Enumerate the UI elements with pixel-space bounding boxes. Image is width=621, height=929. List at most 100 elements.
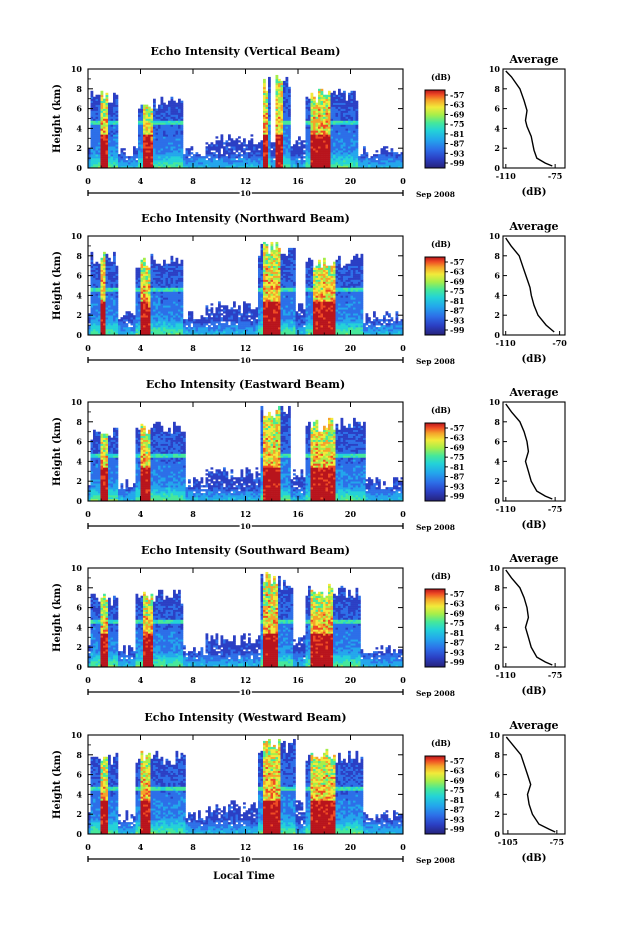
heatmap-cell bbox=[268, 91, 271, 93]
heatmap-cell bbox=[336, 146, 339, 148]
heatmap-cell bbox=[271, 317, 274, 319]
heatmap-cell bbox=[276, 136, 279, 138]
heatmap-cell bbox=[336, 117, 339, 119]
heatmap-cell bbox=[103, 150, 106, 152]
heatmap-cell bbox=[276, 321, 279, 323]
heatmap-cell bbox=[336, 160, 339, 162]
heatmap-cell bbox=[236, 138, 239, 140]
heatmap-cell bbox=[146, 115, 149, 117]
heatmap-cell bbox=[248, 329, 251, 331]
heatmap-cell bbox=[138, 119, 141, 121]
heatmap-cell bbox=[173, 268, 176, 270]
heatmap-cell bbox=[116, 301, 119, 303]
heatmap-cell bbox=[171, 313, 174, 315]
heatmap-cell bbox=[318, 117, 321, 119]
heatmap-cell bbox=[168, 289, 171, 291]
heatmap-cell bbox=[183, 160, 186, 162]
heatmap-cell bbox=[173, 323, 176, 325]
heatmap-cell bbox=[173, 319, 176, 321]
heatmap-cell bbox=[98, 272, 101, 274]
heatmap-cell bbox=[118, 164, 121, 166]
heatmap-cell bbox=[146, 305, 149, 307]
heatmap-cell bbox=[276, 295, 279, 297]
heatmap-cell bbox=[311, 152, 314, 154]
heatmap-cell bbox=[341, 160, 344, 162]
heatmap-cell bbox=[146, 130, 149, 132]
heatmap-cell bbox=[236, 317, 239, 319]
heatmap-cell bbox=[153, 289, 156, 291]
heatmap-cell bbox=[353, 93, 356, 95]
heatmap-cell bbox=[336, 128, 339, 130]
heatmap-cell bbox=[326, 158, 329, 160]
heatmap-cell bbox=[281, 162, 284, 164]
heatmap-cell bbox=[143, 128, 146, 130]
heatmap-cell bbox=[111, 329, 114, 331]
heatmap-cell bbox=[281, 276, 284, 278]
heatmap-cell bbox=[258, 276, 261, 278]
heatmap-cell bbox=[311, 119, 314, 121]
heatmap-cell bbox=[113, 262, 116, 264]
heatmap-cell bbox=[268, 311, 271, 313]
heatmap-cell bbox=[168, 264, 171, 266]
heatmap-cell bbox=[261, 158, 264, 160]
heatmap-cell bbox=[251, 156, 254, 158]
heatmap-cell bbox=[398, 160, 401, 162]
heatmap-cell bbox=[156, 272, 159, 274]
heatmap-cell bbox=[121, 162, 124, 164]
heatmap-cell bbox=[186, 319, 189, 321]
date-label: Sep 2008 bbox=[416, 190, 455, 199]
heatmap-cell bbox=[113, 113, 116, 115]
heatmap-cell bbox=[96, 148, 99, 150]
heatmap-cell bbox=[156, 115, 159, 117]
heatmap-cell bbox=[173, 136, 176, 138]
heatmap-cell bbox=[103, 156, 106, 158]
heatmap-cell bbox=[101, 105, 104, 107]
heatmap-cell bbox=[286, 95, 289, 97]
heatmap-cell bbox=[341, 107, 344, 109]
heatmap-cell bbox=[341, 158, 344, 160]
heatmap-cell bbox=[106, 303, 109, 305]
heatmap-cell bbox=[168, 126, 171, 128]
heatmap-cell bbox=[138, 284, 141, 286]
heatmap-cell bbox=[111, 284, 114, 286]
heatmap-cell bbox=[326, 107, 329, 109]
heatmap-cell bbox=[248, 152, 251, 154]
heatmap-cell bbox=[171, 305, 174, 307]
heatmap-cell bbox=[138, 146, 141, 148]
heatmap-cell bbox=[251, 142, 254, 144]
heatmap-cell bbox=[313, 154, 316, 156]
heatmap-cell bbox=[113, 276, 116, 278]
heatmap-cell bbox=[273, 256, 276, 258]
heatmap-cell bbox=[271, 309, 274, 311]
heatmap-cell bbox=[108, 162, 111, 164]
heatmap-cell bbox=[261, 140, 264, 142]
heatmap-cell bbox=[258, 299, 261, 301]
heatmap-cell bbox=[111, 117, 114, 119]
heatmap-cell bbox=[271, 142, 274, 144]
heatmap-cell bbox=[311, 120, 314, 122]
heatmap-cell bbox=[171, 105, 174, 107]
heatmap-cell bbox=[123, 323, 126, 325]
heatmap-cell bbox=[163, 287, 166, 289]
heatmap-cell bbox=[143, 325, 146, 327]
heatmap-cell bbox=[321, 160, 324, 162]
heatmap-cell bbox=[258, 256, 261, 258]
heatmap-cell bbox=[231, 329, 234, 331]
heatmap-cell bbox=[336, 138, 339, 140]
heatmap-cell bbox=[103, 313, 106, 315]
heatmap-cell bbox=[286, 148, 289, 150]
heatmap-cell bbox=[138, 128, 141, 130]
heatmap-cell bbox=[131, 164, 134, 166]
heatmap-cell bbox=[143, 150, 146, 152]
heatmap-cell bbox=[176, 289, 179, 291]
heatmap-cell bbox=[141, 160, 144, 162]
heatmap-cell bbox=[343, 124, 346, 126]
heatmap-cell bbox=[356, 126, 359, 128]
heatmap-cell bbox=[108, 138, 111, 140]
heatmap-cell bbox=[348, 93, 351, 95]
heatmap-cell bbox=[198, 160, 201, 162]
heatmap-cell bbox=[321, 152, 324, 154]
heatmap-cell bbox=[171, 156, 174, 158]
heatmap-cell bbox=[281, 99, 284, 101]
heatmap-cell bbox=[228, 156, 231, 158]
